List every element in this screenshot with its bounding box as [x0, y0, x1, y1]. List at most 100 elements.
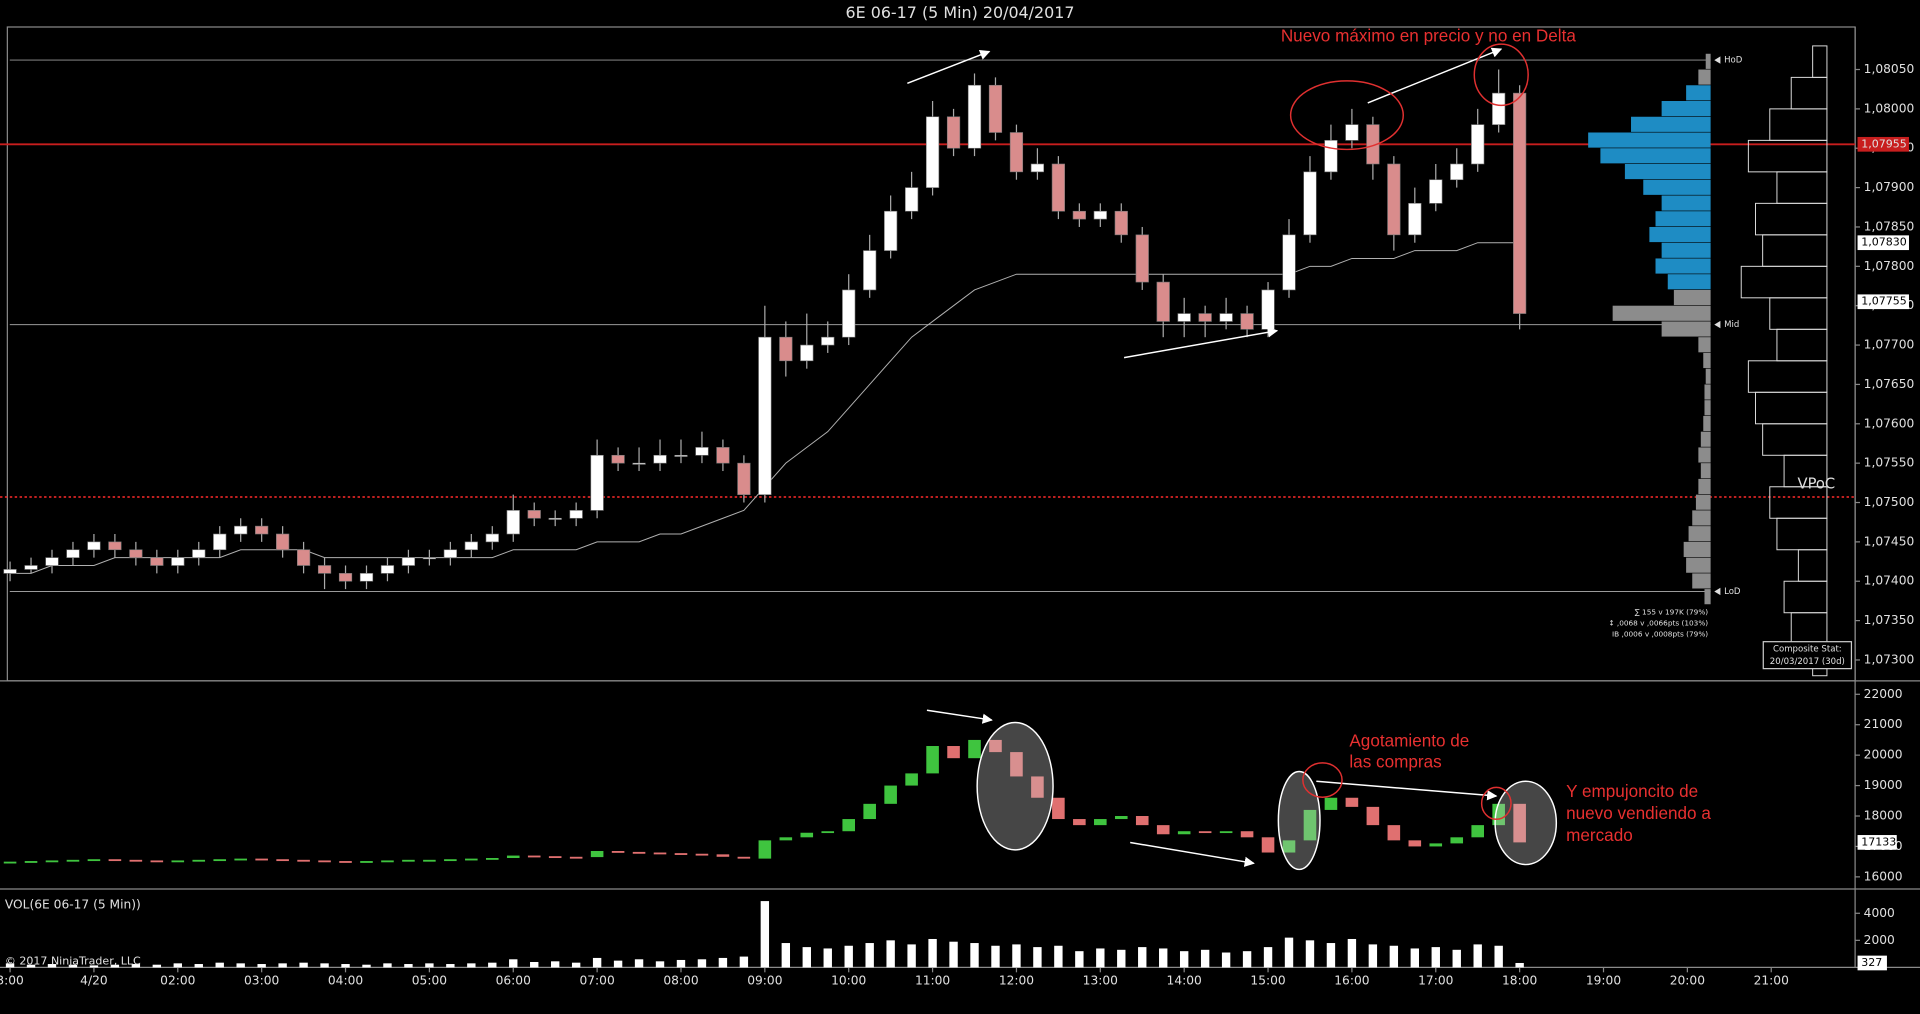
composite-bar [1776, 517, 1828, 551]
delta-bar [1282, 840, 1296, 853]
annotation: mercado [1566, 825, 1633, 845]
volume-bar [928, 938, 937, 968]
profile-bar [1667, 274, 1711, 290]
candle-body [1009, 132, 1024, 173]
candle-body [632, 462, 646, 465]
candle-body [1429, 179, 1443, 204]
volume-bar [1179, 951, 1189, 968]
profile-bar [1703, 415, 1711, 432]
y-tick-label: 1,08000 [1864, 101, 1915, 115]
volume-bar [425, 963, 434, 968]
candle-body [1198, 313, 1212, 322]
y-tick-label: 16000 [1864, 869, 1903, 883]
candle-body [925, 116, 940, 188]
x-tick-label: 16:00 [1334, 973, 1369, 987]
candle-body [66, 549, 80, 558]
volume-bar [215, 962, 224, 968]
volume-bar [131, 964, 141, 968]
candle-body [1093, 210, 1107, 220]
volume-bar [1159, 948, 1168, 968]
composite-bar [1783, 580, 1828, 614]
delta-bar [234, 858, 247, 861]
volume-bar [383, 963, 392, 968]
volume-bar [47, 964, 57, 968]
delta-bar [989, 739, 1002, 753]
price-marker [1857, 235, 1909, 251]
delta-bar [842, 819, 856, 832]
candle-body [45, 557, 59, 566]
annotation: las compras [1349, 751, 1441, 771]
y-tick-label: 1,07850 [1864, 219, 1915, 233]
y-tick-label: 1,07350 [1864, 613, 1915, 627]
level-label: HoD [1724, 56, 1743, 66]
arrow [926, 709, 993, 724]
profile-bar [1588, 132, 1711, 148]
annotation-shapes [907, 43, 1558, 871]
delta-bar [171, 860, 185, 863]
volume-bar [949, 941, 958, 968]
volume-bar [1221, 952, 1231, 968]
delta-bar [192, 859, 206, 862]
delta-bar [1240, 831, 1254, 838]
delta-bar [1094, 819, 1107, 826]
candle-body [24, 565, 38, 570]
volume-bar [907, 944, 916, 968]
x-tick-label: 12:00 [999, 973, 1034, 987]
volume-bar [571, 962, 581, 968]
profile-bar [1631, 116, 1711, 132]
volume-bar [550, 961, 560, 968]
candle-body [401, 557, 416, 566]
x-tick-label: 04:00 [328, 973, 363, 987]
stat: ∑ 155 v 197K (79%) [1635, 607, 1709, 616]
delta-bar [339, 861, 352, 863]
candle-body [1387, 163, 1401, 236]
candle-body [569, 510, 583, 519]
candle-body [443, 549, 457, 558]
x-tick-label: 13:00 [1083, 973, 1118, 987]
candle-body [590, 454, 604, 511]
x-tick-label: 10:00 [831, 973, 866, 987]
candle-body [611, 454, 625, 464]
candle-body [129, 549, 143, 558]
volume-marker [1857, 955, 1887, 971]
volume-bar [152, 964, 162, 968]
volume-bar [592, 957, 602, 968]
volume-bar [991, 945, 1000, 968]
composite-bar [1747, 360, 1828, 393]
candle-body [255, 525, 269, 535]
x-tick-label: 18:00 [1502, 973, 1537, 987]
volume-bar [299, 962, 308, 968]
volume-bar [1096, 948, 1105, 968]
candle-body [653, 454, 667, 464]
candle-body [758, 336, 772, 495]
y-tick-label: 19000 [1864, 778, 1903, 792]
panel-title: VOL(6E 06-17 (5 Min)) [5, 897, 141, 911]
volume-bar [257, 964, 266, 968]
y-tick-label: 22000 [1864, 687, 1903, 701]
x-tick-label: 17:00 [1418, 973, 1453, 987]
candle-body [171, 557, 185, 566]
candle-body [1219, 313, 1233, 322]
delta-bar [632, 851, 646, 854]
volume-bar [886, 940, 895, 968]
volume-bar [1033, 947, 1042, 968]
composite-bar [1762, 234, 1828, 267]
candle-body [506, 510, 520, 535]
volume-bar [404, 964, 413, 968]
delta-bar [1429, 843, 1443, 847]
candle-body [422, 557, 436, 560]
highlight-ellipse [1302, 762, 1343, 798]
delta-bar [381, 860, 394, 863]
candle-body [276, 533, 290, 551]
volume-bar [320, 963, 329, 968]
composite-bar [1769, 297, 1828, 330]
volume-bar [278, 963, 287, 968]
volume-bar [1012, 944, 1021, 968]
delta-bar [611, 851, 625, 853]
delta-bar [1135, 816, 1149, 826]
candle-body [1072, 210, 1086, 220]
profile-bar [1686, 557, 1711, 573]
candle-body [234, 525, 248, 535]
composite-bar [1740, 265, 1828, 299]
